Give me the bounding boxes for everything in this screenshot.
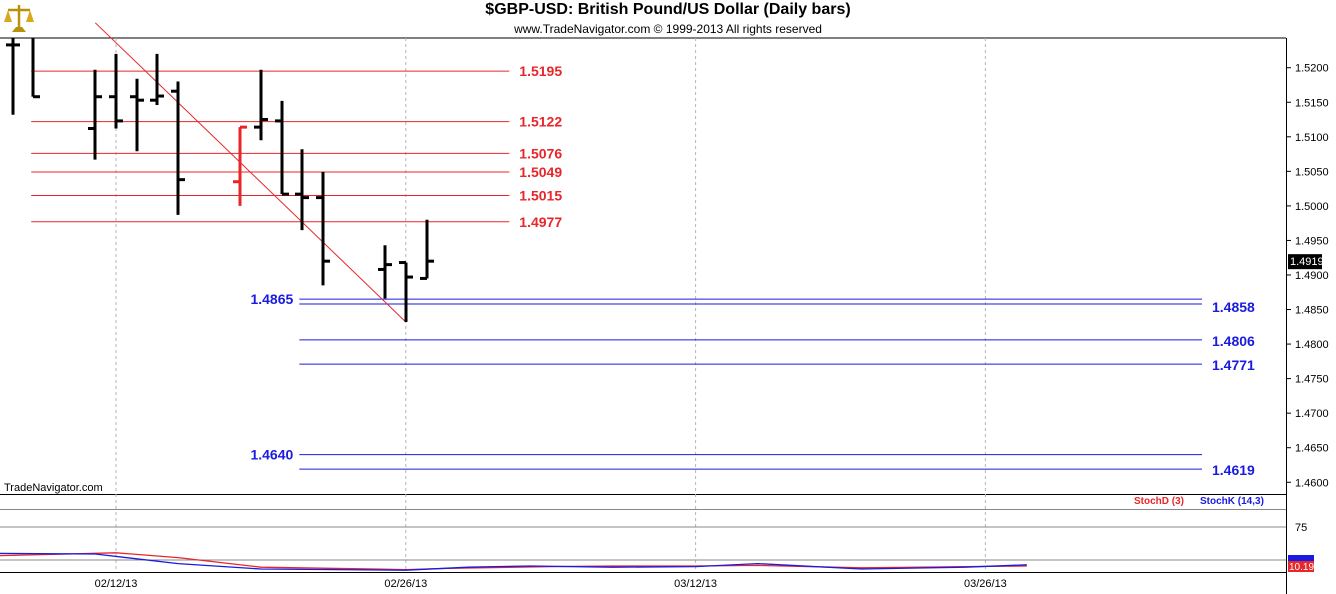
resistance-label: 1.5195	[519, 63, 562, 79]
ohlc-bar	[316, 172, 330, 286]
ohlc-bar	[26, 38, 40, 99]
ohlc-bar	[295, 149, 309, 231]
y-tick-label: 1.5100	[1295, 132, 1329, 144]
watermark-text: TradeNavigator.com	[4, 482, 103, 494]
y-tick-label: 1.4800	[1295, 339, 1329, 351]
legend-stoch-k: StochK (14,3)	[1200, 496, 1264, 507]
x-tick-label: 02/12/13	[95, 578, 138, 590]
chart-subtitle: www.TradeNavigator.com © 1999-2013 All r…	[514, 22, 822, 36]
last-price-label: 1.4919	[1290, 256, 1324, 268]
y-tick-label: 1.5000	[1295, 201, 1329, 213]
y-tick-label: 1.4600	[1295, 477, 1329, 489]
resistance-label: 1.5049	[519, 164, 562, 180]
support-label: 1.4640	[250, 447, 293, 463]
y-tick-label: 1.4950	[1295, 235, 1329, 247]
ohlc-bar	[150, 53, 164, 106]
legend-stoch-d: StochD (3)	[1134, 496, 1184, 507]
support-label: 1.4858	[1212, 299, 1255, 315]
ohlc-bar	[130, 78, 144, 152]
ohlc-bar	[399, 261, 413, 322]
y-tick-label: 1.4700	[1295, 408, 1329, 420]
ohlc-bar	[420, 219, 434, 280]
ohlc-bar	[6, 38, 20, 115]
support-label: 1.4771	[1212, 357, 1255, 373]
ohlc-bar	[275, 100, 289, 196]
support-label: 1.4806	[1212, 333, 1255, 349]
ohlc-bar-highlight	[233, 125, 247, 206]
stoch-last-label: 10.19	[1289, 562, 1314, 573]
ohlc-bar	[378, 245, 392, 299]
resistance-label: 1.5076	[519, 145, 562, 161]
chart-title: $GBP-USD: British Pound/US Dollar (Daily…	[485, 1, 851, 18]
resistance-label: 1.5015	[519, 188, 562, 204]
support-label: 1.4865	[250, 291, 293, 307]
x-tick-label: 03/26/13	[964, 578, 1007, 590]
downtrend-line	[94, 22, 407, 323]
ohlc-bar	[254, 69, 268, 141]
y-tick-label: 1.4900	[1295, 270, 1329, 282]
x-tick-label: 02/26/13	[384, 578, 427, 590]
support-label: 1.4619	[1212, 462, 1255, 478]
resistance-label: 1.4977	[519, 214, 562, 230]
ohlc-bars	[6, 38, 434, 322]
y-tick-label: 1.4750	[1295, 374, 1329, 386]
stoch-level-label: 75	[1295, 522, 1307, 534]
tradenavigator-logo-icon	[2, 2, 36, 36]
stoch-k-last-box	[1288, 555, 1314, 563]
resistance-label: 1.5122	[519, 114, 562, 130]
y-tick-label: 1.5050	[1295, 166, 1329, 178]
y-tick-label: 1.5150	[1295, 97, 1329, 109]
y-tick-label: 1.5200	[1295, 63, 1329, 75]
stoch-last-box	[1288, 561, 1314, 572]
y-tick-label: 1.4650	[1295, 443, 1329, 455]
x-tick-label: 03/12/13	[674, 578, 717, 590]
stoch-k-line	[0, 552, 1027, 571]
ohlc-bar	[171, 81, 185, 215]
last-price-box	[1288, 254, 1322, 270]
ohlc-bar	[88, 69, 102, 160]
ohlc-bar	[109, 53, 123, 129]
y-tick-label: 1.4850	[1295, 305, 1329, 317]
